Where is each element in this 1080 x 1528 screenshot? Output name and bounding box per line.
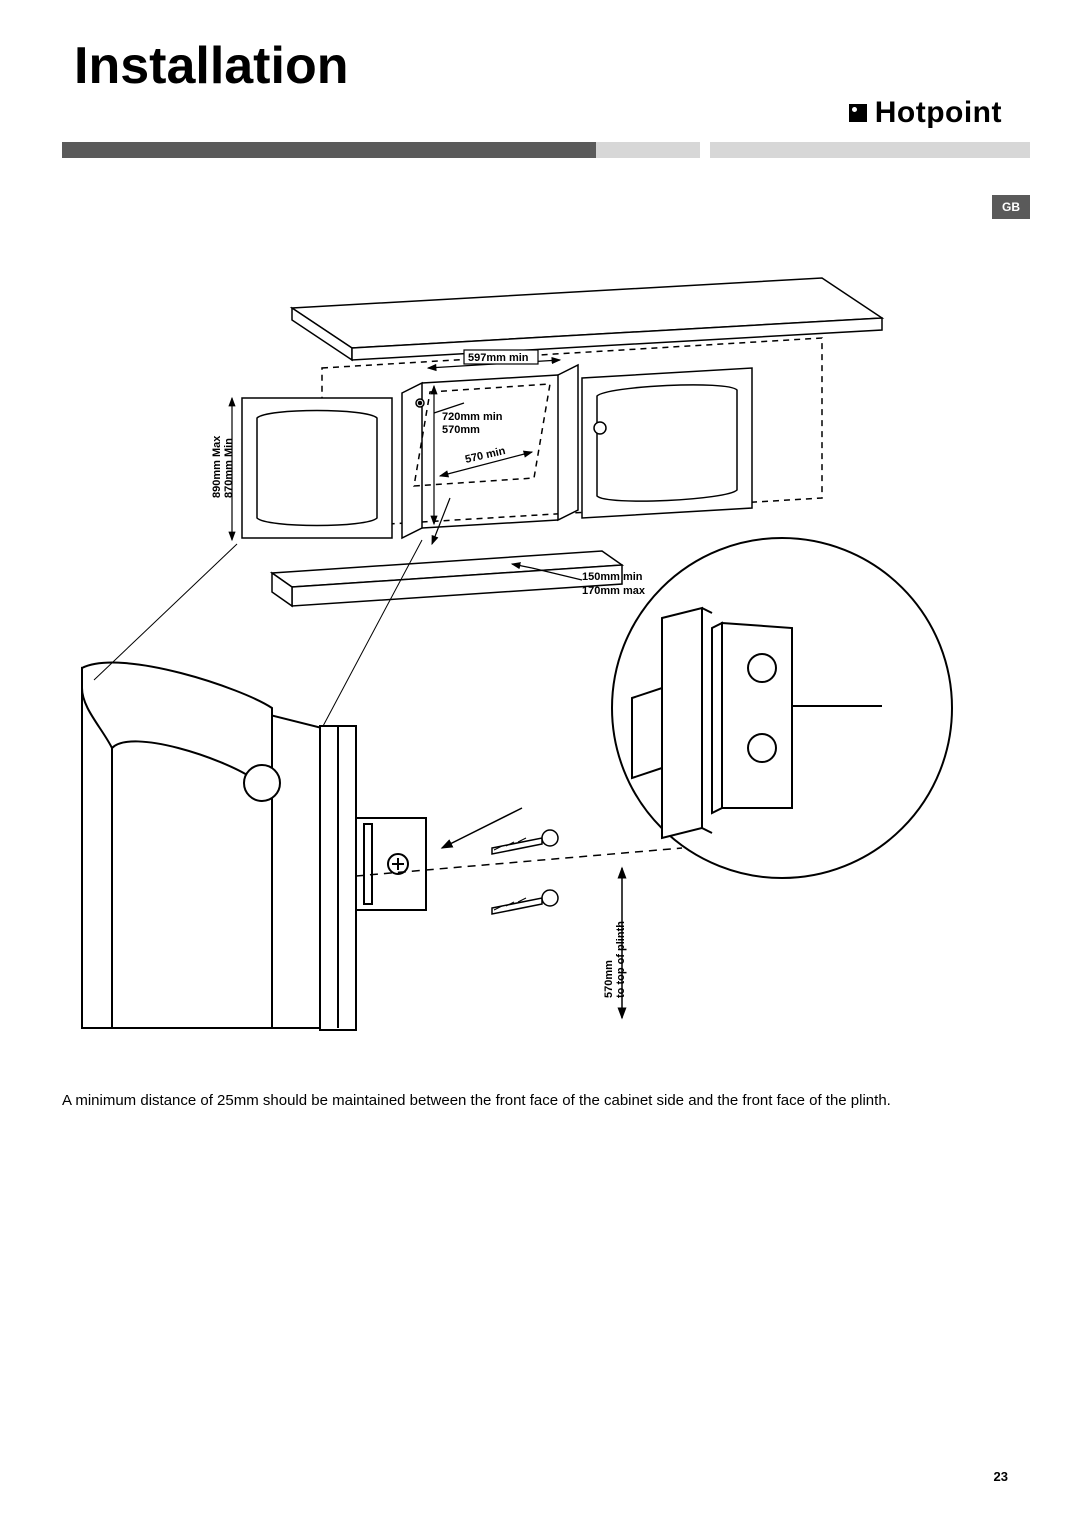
plinth-front xyxy=(272,551,622,606)
brand-text: Hotpoint xyxy=(875,96,1002,130)
installation-note: A minimum distance of 25mm should be mai… xyxy=(62,1090,1018,1113)
label-height-max: 890mm Max xyxy=(211,435,223,498)
cabinet-run xyxy=(242,338,822,538)
screw-icon xyxy=(492,890,558,914)
page-title: Installation xyxy=(74,36,348,96)
brand-logo: Hotpoint xyxy=(849,96,1002,130)
language-badge: GB xyxy=(992,195,1030,219)
label-cavity-h: 720mm min xyxy=(442,411,503,423)
label-width-top: 597mm min xyxy=(468,352,529,364)
divider-segment-rest xyxy=(710,142,1030,158)
label-cavity-d: 570mm xyxy=(442,424,480,436)
worktop-shape xyxy=(292,278,882,360)
cabinet-corner-detail xyxy=(82,540,422,1030)
divider-segment-light xyxy=(596,142,700,158)
label-plinth-min: 150mm min xyxy=(582,571,643,583)
detail-circle xyxy=(612,538,952,878)
installation-diagram: 597mm min 890mm Max 870mm Min 720mm min … xyxy=(62,228,1002,1048)
bracket-on-plinth xyxy=(356,818,426,910)
dim-cavity xyxy=(434,386,464,524)
label-plinth-max: 170mm max xyxy=(582,585,646,597)
screw-icon xyxy=(492,830,558,854)
brand-mark-icon xyxy=(849,104,867,122)
label-plinth-height: 570mm xyxy=(603,960,615,998)
page-number: 23 xyxy=(994,1469,1008,1484)
label-height-min: 870mm Min xyxy=(223,438,235,498)
divider-gap xyxy=(700,142,710,158)
label-plinth-height-sub: to top of plinth xyxy=(615,921,627,998)
label-depth-angled: 570 min xyxy=(464,445,507,466)
header-divider xyxy=(62,142,1030,158)
divider-segment-dark xyxy=(62,142,596,158)
